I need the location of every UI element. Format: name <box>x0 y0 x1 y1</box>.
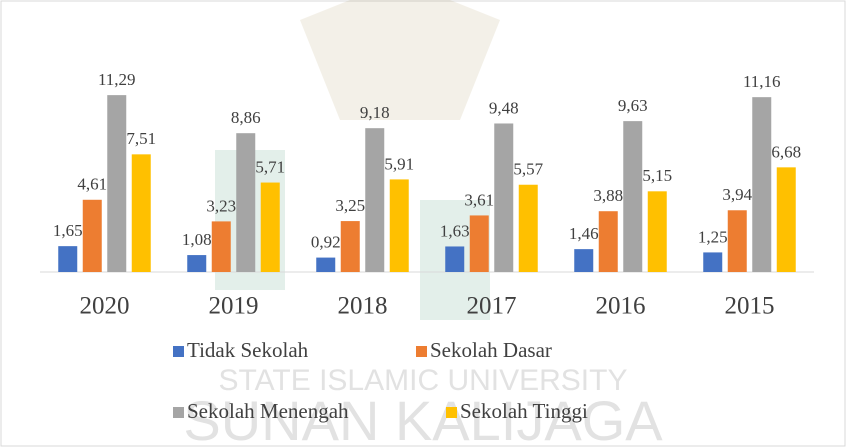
bar <box>519 185 538 272</box>
bar <box>212 221 231 272</box>
data-label: 3,25 <box>335 196 365 215</box>
bar <box>599 211 618 272</box>
data-label: 3,61 <box>464 190 494 209</box>
data-label: 1,25 <box>698 227 728 246</box>
bar <box>236 133 255 272</box>
x-tick-label: 2015 <box>725 293 775 320</box>
data-label: 3,23 <box>206 196 236 215</box>
data-label: 3,88 <box>593 186 623 205</box>
data-label: 11,29 <box>98 70 136 89</box>
data-label: 5,91 <box>384 154 414 173</box>
data-label: 4,61 <box>77 175 107 194</box>
legend-swatch <box>173 407 184 418</box>
legend-swatch <box>173 346 184 357</box>
bar <box>132 154 151 272</box>
legend-swatch <box>446 407 457 418</box>
bar <box>107 95 126 272</box>
data-label: 9,48 <box>489 98 519 117</box>
data-label: 9,18 <box>360 103 390 122</box>
data-label: 1,63 <box>440 221 470 240</box>
x-tick-label: 2017 <box>467 293 517 320</box>
legend-label: Sekolah Tinggi <box>460 399 588 423</box>
bar <box>390 179 409 272</box>
data-label: 3,94 <box>722 185 752 204</box>
data-label: 5,15 <box>642 166 672 185</box>
chart: STATE ISLAMIC UNIVERSITY SUNAN KALIJAGA … <box>0 0 846 447</box>
data-label: 7,51 <box>126 129 156 148</box>
bar <box>703 252 722 272</box>
data-label: 5,71 <box>255 157 285 176</box>
data-label: 9,63 <box>618 96 648 115</box>
legend-label: Sekolah Dasar <box>430 338 552 362</box>
x-tick-label: 2018 <box>338 293 388 320</box>
data-label: 11,16 <box>743 72 781 91</box>
x-tick-label: 2019 <box>209 293 259 320</box>
data-label: 5,57 <box>513 160 543 179</box>
bar <box>728 210 747 272</box>
data-label: 8,86 <box>231 108 261 127</box>
bar <box>365 128 384 272</box>
bar <box>316 258 335 272</box>
data-label: 1,46 <box>569 224 599 243</box>
bar <box>470 215 489 272</box>
bar <box>648 191 667 272</box>
x-tick-label: 2020 <box>80 293 130 320</box>
bar <box>187 255 206 272</box>
bar <box>623 121 642 272</box>
bar <box>777 167 796 272</box>
bar <box>58 246 77 272</box>
bar <box>494 123 513 272</box>
legend-label: Sekolah Menengah <box>187 399 349 423</box>
data-label: 1,65 <box>53 221 83 240</box>
data-label: 6,68 <box>771 142 801 161</box>
legend-label: Tidak Sekolah <box>187 338 309 362</box>
bar <box>445 246 464 272</box>
data-label: 1,08 <box>182 230 212 249</box>
bar <box>261 183 280 272</box>
legend-swatch <box>416 346 427 357</box>
data-label: 0,92 <box>311 232 341 251</box>
bar <box>83 200 102 272</box>
x-tick-label: 2016 <box>596 293 646 320</box>
bar <box>752 97 771 272</box>
bar <box>574 249 593 272</box>
bar <box>341 221 360 272</box>
